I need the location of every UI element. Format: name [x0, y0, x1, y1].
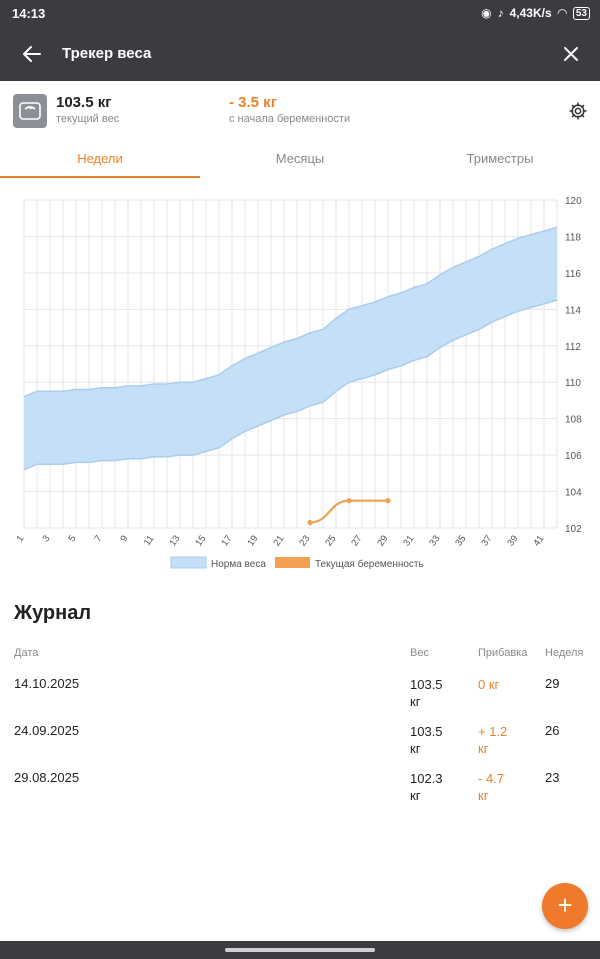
- row-date: 24.09.2025: [14, 723, 80, 738]
- y-tick-label: 110: [565, 378, 581, 389]
- row-date: 14.10.2025: [14, 676, 80, 691]
- x-tick-label: 23: [297, 533, 312, 548]
- row-gain: - 4.7 кг: [478, 771, 505, 803]
- y-tick-label: 102: [565, 524, 582, 535]
- current-pregnancy-point: [307, 519, 313, 526]
- y-tick-label: 120: [565, 196, 582, 207]
- journal-header-week: Неделя: [545, 647, 584, 659]
- journal-row[interactable]: 29.08.2025 102.3 кг - 4.7 кг 23: [0, 770, 600, 816]
- legend-swatch-current: [275, 557, 310, 568]
- legend-label-norm: Норма веса: [211, 559, 266, 570]
- x-tick-label: 35: [453, 533, 468, 548]
- journal-header-gain: Прибавка: [478, 647, 528, 659]
- x-tick-label: 17: [219, 533, 234, 548]
- x-tick-label: 3: [40, 533, 52, 544]
- weight-summary: 103.5 кг текущий вес - 3.5 кг с начала б…: [0, 81, 600, 139]
- current-pregnancy-point: [385, 498, 391, 504]
- app-bar: Трекер веса: [0, 28, 600, 81]
- eye-icon: ◉: [481, 6, 492, 20]
- x-tick-label: 5: [66, 533, 78, 544]
- journal-header-weight: Вес: [410, 647, 429, 659]
- x-tick-label: 19: [245, 533, 260, 548]
- current-weight-value: 103.5 кг: [56, 94, 112, 111]
- add-entry-button[interactable]: +: [542, 883, 588, 929]
- status-time: 14:13: [12, 6, 46, 21]
- x-tick-label: 27: [349, 533, 364, 548]
- row-week: 26: [545, 723, 560, 738]
- x-tick-label: 41: [531, 533, 546, 548]
- row-weight: 103.5 кг: [410, 724, 443, 756]
- back-arrow-icon[interactable]: [20, 42, 44, 66]
- status-icons: ◉ ♪ 4,43K/s ◠ 53: [481, 6, 590, 20]
- x-tick-label: 21: [271, 533, 286, 548]
- current-pregnancy-series: [307, 498, 391, 526]
- y-tick-label: 106: [565, 451, 582, 462]
- row-gain: + 1.2 кг: [478, 724, 508, 756]
- chart-grid: [23, 199, 558, 529]
- journal-header-date: Дата: [14, 647, 39, 659]
- x-tick-label: 37: [479, 533, 494, 548]
- x-tick-label: 25: [323, 533, 338, 548]
- x-tick-label: 13: [167, 533, 182, 548]
- y-tick-label: 108: [565, 415, 582, 426]
- y-tick-label: 116: [565, 269, 581, 280]
- current-pregnancy-point: [346, 498, 352, 504]
- gear-icon[interactable]: [568, 101, 588, 121]
- battery-icon: 53: [572, 6, 590, 20]
- system-nav-bar: [0, 941, 600, 959]
- x-tick-label: 1: [14, 533, 26, 544]
- weight-change-label: с начала беременности: [229, 113, 351, 125]
- tab-trimesters[interactable]: Триместры: [466, 151, 534, 166]
- journal-row[interactable]: 14.10.2025 103.5 кг 0 кг 29: [0, 676, 600, 722]
- x-tick-label: 7: [92, 533, 104, 544]
- legend-swatch-norm: [170, 556, 207, 569]
- home-gesture-bar[interactable]: [225, 948, 375, 952]
- x-tick-label: 33: [427, 533, 442, 548]
- period-tabs: Недели Месяцы Триместры: [0, 139, 600, 179]
- row-weight: 103.5 кг: [410, 677, 443, 709]
- y-tick-label: 112: [565, 342, 581, 353]
- y-axis-ticks: 102 104 106 108 110 112 114 116 118 120: [565, 196, 582, 535]
- weight-change-value: - 3.5 кг: [229, 94, 277, 111]
- close-icon[interactable]: [560, 43, 582, 65]
- norm-band-lower-edge: [23, 299, 558, 471]
- x-axis-ticks: 1 3 5 7 9 11 13 15 17 19 21 23 25 27 29 31 33 35 37 39 41: [14, 533, 546, 548]
- chart-legend: Норма веса Текущая беременность: [170, 556, 424, 570]
- journal-title: Журнал: [14, 602, 92, 624]
- scale-icon: [13, 94, 47, 128]
- wifi-icon: ◠: [557, 6, 567, 20]
- y-tick-label: 104: [565, 488, 582, 499]
- row-week: 23: [545, 770, 560, 785]
- x-tick-label: 39: [505, 533, 520, 548]
- norm-band-series: [23, 226, 558, 471]
- page-title: Трекер веса: [62, 45, 152, 62]
- row-weight: 102.3 кг: [410, 771, 443, 803]
- norm-band-area: [24, 227, 557, 470]
- norm-band-upper-edge: [23, 226, 558, 398]
- status-bar: 14:13 ◉ ♪ 4,43K/s ◠ 53: [0, 0, 600, 28]
- x-tick-label: 9: [118, 533, 130, 544]
- y-tick-label: 118: [565, 232, 581, 243]
- current-weight-label: текущий вес: [56, 113, 120, 125]
- row-date: 29.08.2025: [14, 770, 80, 785]
- tab-months[interactable]: Месяцы: [275, 151, 325, 166]
- network-speed: 4,43K/s: [509, 6, 552, 20]
- row-gain: 0 кг: [478, 677, 500, 692]
- tab-indicator: [0, 176, 200, 178]
- x-tick-label: 11: [142, 533, 157, 547]
- x-tick-label: 29: [375, 533, 390, 548]
- tab-weeks[interactable]: Недели: [77, 151, 123, 166]
- mute-icon: ♪: [497, 6, 504, 20]
- legend-label-current: Текущая беременность: [315, 558, 424, 570]
- x-tick-label: 31: [401, 533, 416, 548]
- x-tick-label: 15: [193, 533, 208, 548]
- row-week: 29: [545, 676, 560, 691]
- journal-row[interactable]: 24.09.2025 103.5 кг + 1.2 кг 26: [0, 723, 600, 769]
- y-tick-label: 114: [565, 305, 581, 316]
